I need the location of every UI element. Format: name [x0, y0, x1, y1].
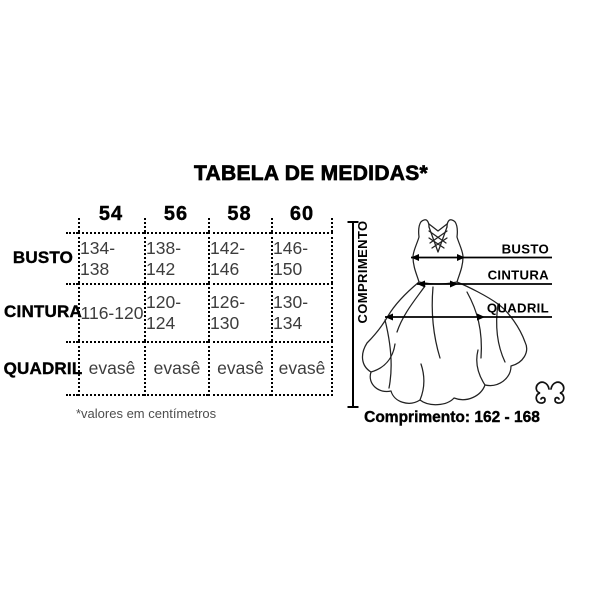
- bust-measure-line: [411, 254, 552, 261]
- length-gauge-line: [347, 221, 359, 408]
- size-value-cell: 142-146: [208, 232, 271, 283]
- size-value-cell: 120-124: [144, 283, 208, 341]
- size-col-header: 54: [78, 196, 144, 232]
- table-corner-cell: [8, 196, 78, 232]
- size-value-cell: 138-142: [144, 232, 208, 283]
- length-caption: Comprimento: 162 - 168: [364, 409, 540, 426]
- measure-row-label: CINTURA: [4, 283, 82, 341]
- waist-measure-line: [417, 280, 552, 288]
- measure-row-label: BUSTO: [8, 232, 78, 283]
- size-value-cell: evasê: [271, 341, 333, 396]
- hip-label: QUADRIL: [487, 301, 549, 316]
- dress-illustration: [361, 219, 528, 406]
- waist-label: CINTURA: [488, 268, 550, 283]
- size-table: 54 56 58 60 BUSTO 134-138 138-142 142-14…: [3, 196, 333, 396]
- size-value-cell: 134-138: [78, 232, 144, 283]
- size-col-header: 56: [144, 196, 208, 232]
- dress-measurement-diagram: COMPRIMENTO: [347, 219, 565, 408]
- size-value-cell: 116-120: [78, 283, 144, 341]
- table-footnote: *valores em centímetros: [76, 406, 217, 421]
- size-value-cell: evasê: [144, 341, 208, 396]
- size-value-cell: 126-130: [208, 283, 271, 341]
- size-value-cell: evasê: [208, 341, 271, 396]
- measure-row-label: QUADRIL: [3, 341, 82, 396]
- size-col-header: 60: [271, 196, 333, 232]
- bust-label: BUSTO: [502, 242, 549, 257]
- size-value-cell: 130-134: [271, 283, 333, 341]
- hip-measure-line: [385, 313, 552, 321]
- comprimento-vertical-label: COMPRIMENTO: [355, 220, 370, 323]
- size-value-cell: 146-150: [271, 232, 333, 283]
- size-col-header: 58: [208, 196, 271, 232]
- scroll-ornament-icon: [535, 381, 565, 404]
- size-value-cell: evasê: [78, 341, 144, 396]
- page-title: TABELA DE MEDIDAS*: [193, 162, 429, 186]
